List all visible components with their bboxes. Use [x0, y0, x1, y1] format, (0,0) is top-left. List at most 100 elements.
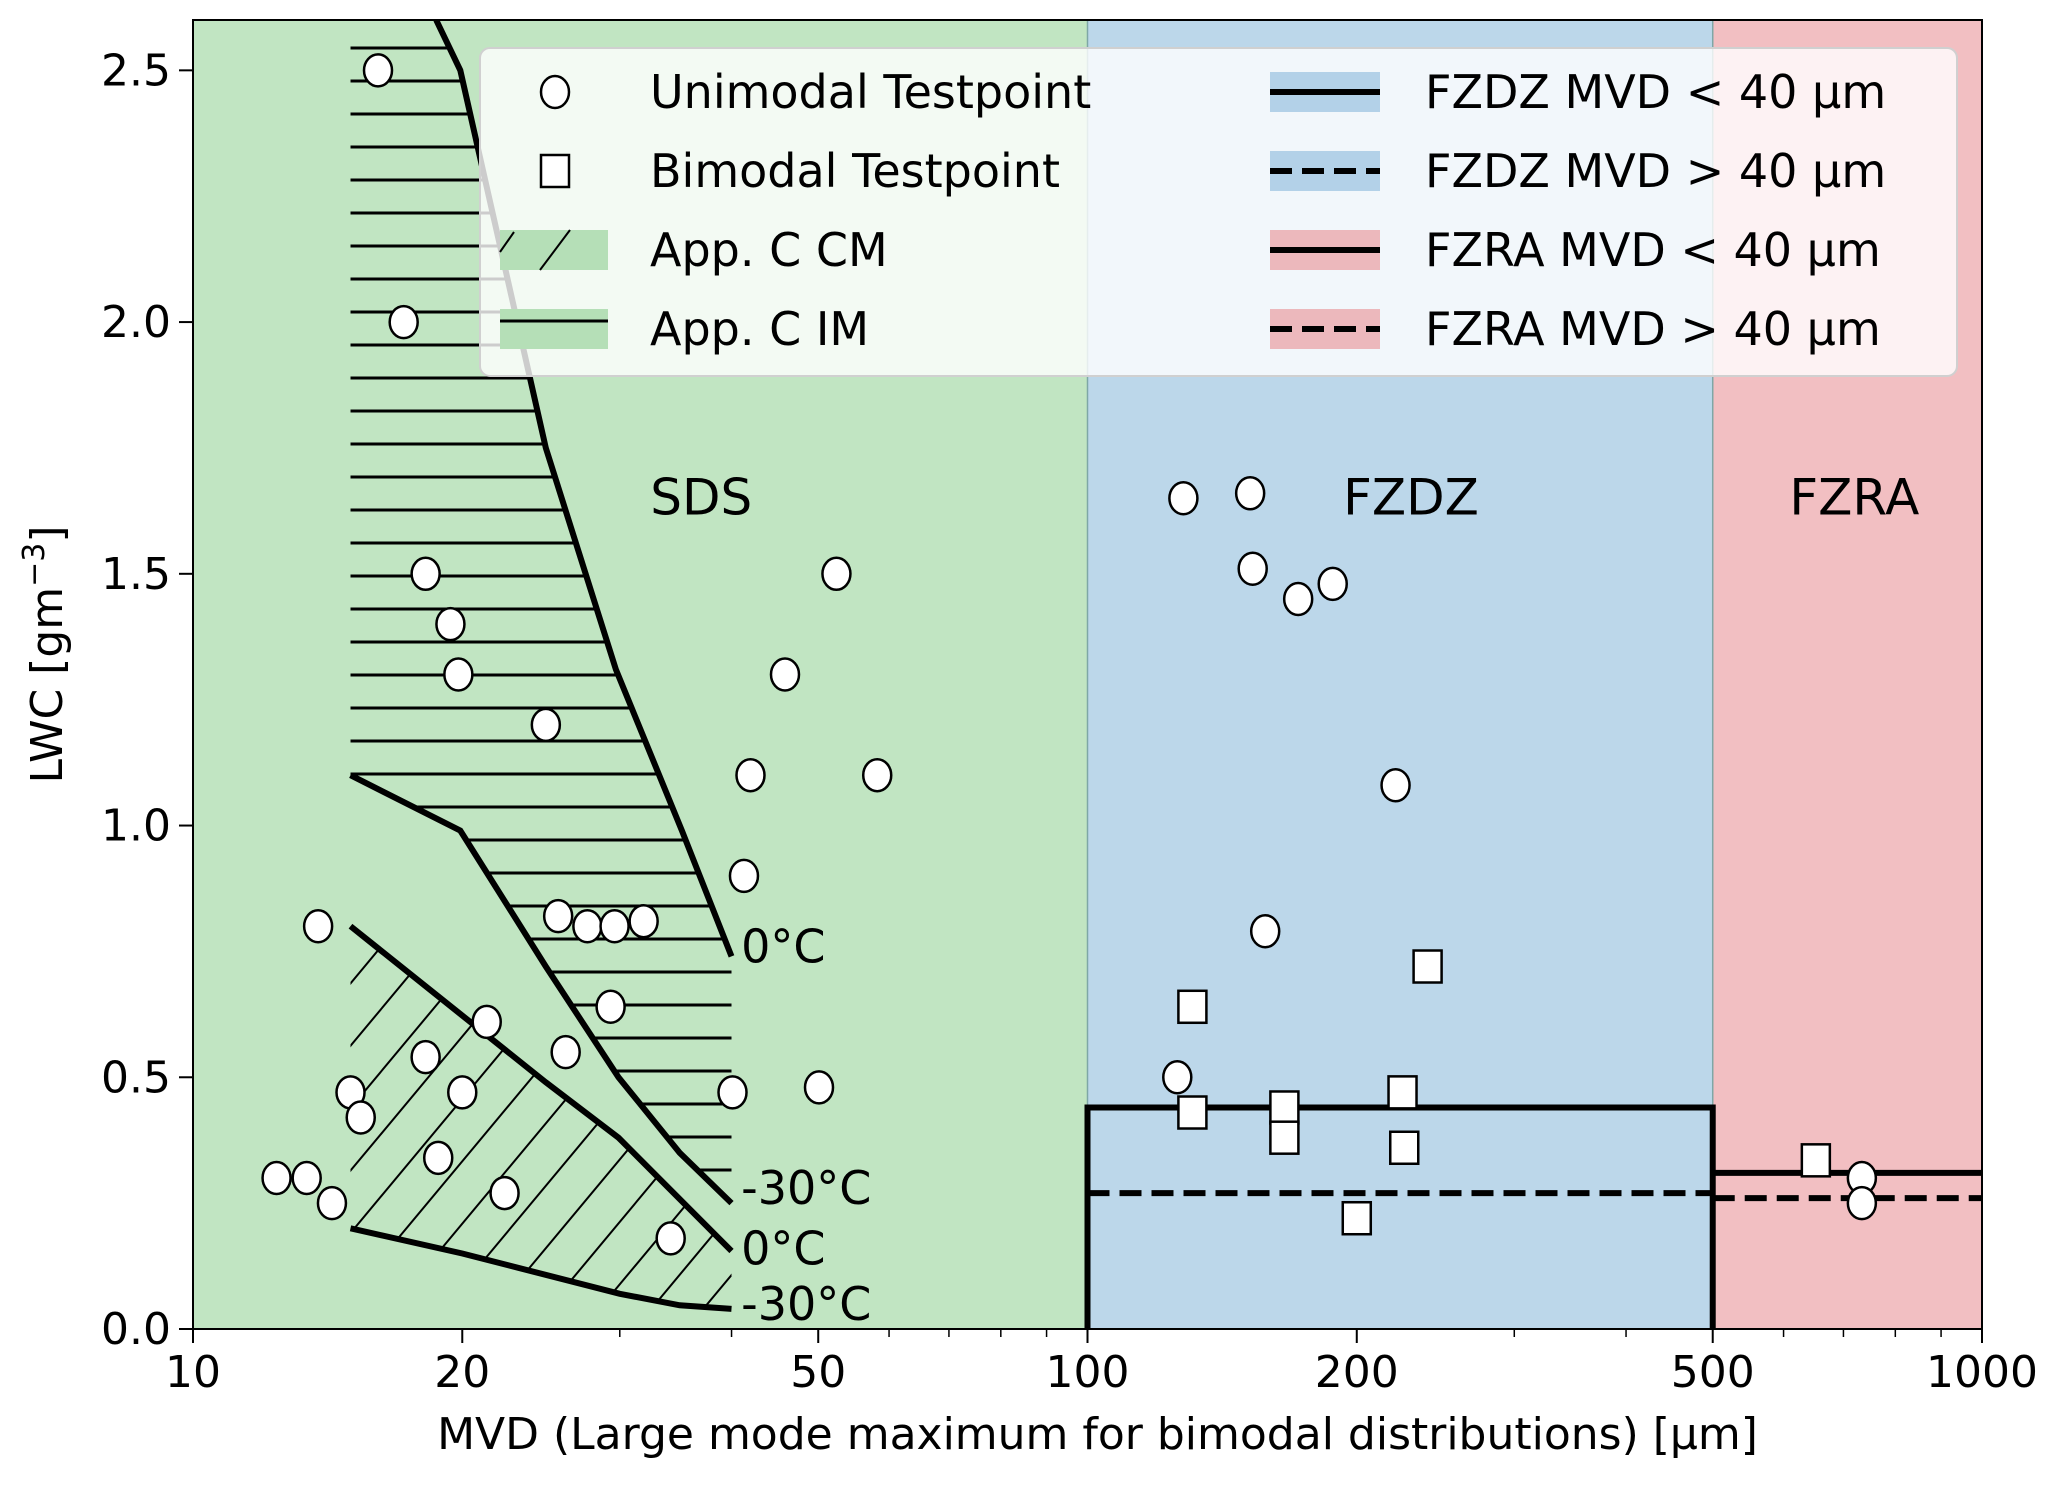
unimodal-point: [471, 1004, 502, 1040]
unimodal-point: [1162, 1060, 1193, 1095]
temperature-annotation: 0°C: [741, 1221, 825, 1275]
unimodal-point: [435, 606, 466, 642]
unimodal-point: [628, 903, 659, 939]
region-label-fzra: FZRA: [1789, 468, 1919, 526]
unimodal-point: [803, 1070, 835, 1105]
y-tick-label: 0.5: [101, 1052, 171, 1103]
hatch-line: [350, 926, 668, 1309]
unimodal-point: [1846, 1185, 1878, 1221]
legend-label: FZRA MVD > 40 µm: [1425, 302, 1881, 356]
legend-hatch-line: [539, 229, 571, 271]
unimodal-point: [861, 757, 893, 793]
unimodal-point: [345, 1100, 376, 1135]
y-tick-label: 1.5: [101, 549, 171, 600]
bimodal-point: [1177, 1095, 1208, 1130]
x-tick-label: 1000: [1926, 1347, 2038, 1398]
legend-label: App. C CM: [650, 223, 888, 277]
legend-square-icon: [539, 153, 571, 189]
unimodal-point: [1317, 566, 1348, 602]
bimodal-point: [1412, 949, 1443, 984]
legend-hatch-line: [499, 231, 515, 253]
axes-layer: 10 20 50 100 200 500 1000 0.0 0.5 1.0 1.5 2.0 2.5: [101, 19, 2038, 1398]
unimodal-point: [261, 1160, 292, 1196]
unimodal-point: [1282, 581, 1314, 617]
hatch-line: [350, 926, 720, 1309]
unimodal-point: [1168, 481, 1199, 516]
bimodal-point: [1387, 1075, 1418, 1110]
unimodal-point: [728, 858, 760, 894]
legend-label: App. C IM: [650, 302, 869, 356]
cm-0c-line: [348, 923, 734, 1254]
bimodal-point: [1800, 1143, 1832, 1178]
unimodal-point: [422, 1140, 454, 1176]
unimodal-point: [769, 657, 801, 692]
region-label-fzdz: FZDZ: [1343, 468, 1479, 526]
legend-label: Unimodal Testpoint: [650, 65, 1091, 119]
y-axis-label-exp: −3: [17, 543, 52, 587]
unimodal-point: [443, 657, 474, 692]
legend-label: FZDZ MVD > 40 µm: [1425, 144, 1886, 198]
y-tick-label: 1.0: [101, 801, 171, 852]
y-axis-label-base: LWC [gm: [22, 587, 73, 784]
unimodal-point: [316, 1185, 348, 1221]
legend-box: [479, 47, 1958, 377]
unimodal-point: [302, 908, 334, 944]
legend-label: Bimodal Testpoint: [650, 144, 1060, 198]
x-tick-label: 100: [1046, 1347, 1130, 1398]
bimodal-point: [1341, 1200, 1373, 1236]
legend-patch-icon: [500, 309, 608, 349]
unimodal-point: [717, 1075, 748, 1110]
legend-label: FZDZ MVD < 40 µm: [1425, 65, 1886, 119]
cm-minus30c-line: [349, 1225, 732, 1312]
unimodal-point: [572, 908, 603, 944]
unimodal-point: [735, 757, 766, 793]
y-axis-label-end: ]: [22, 525, 73, 542]
unimodal-point: [655, 1221, 686, 1256]
unimodal-point: [1380, 768, 1411, 803]
legend: Unimodal Testpoint Bimodal Testpoint App. …: [479, 47, 1958, 377]
unimodal-point: [530, 707, 562, 743]
unimodal-point: [388, 304, 419, 340]
unimodal-point: [542, 898, 574, 934]
unimodal-point: [595, 989, 626, 1025]
unimodal-point: [599, 908, 630, 944]
x-axis-label: MVD (Large mode maximum for bimodal dist…: [437, 1409, 1758, 1460]
unimodal-point: [550, 1034, 581, 1070]
temperature-annotation: -30°C: [741, 1277, 871, 1331]
region-labels-layer: SDS FZDZ FZRA: [650, 468, 1919, 526]
legend-circle-icon: [539, 74, 571, 110]
temperature-annotation: 0°C: [741, 919, 825, 973]
unimodal-point: [447, 1075, 478, 1110]
annotations-layer: 0°C-30°C0°C-30°C: [741, 919, 871, 1330]
unimodal-point: [1249, 914, 1281, 949]
points-layer: [261, 53, 1878, 1256]
legend-label: FZRA MVD < 40 µm: [1425, 223, 1881, 277]
im-0c-line: [433, 20, 735, 958]
x-tick-label: 200: [1315, 1347, 1399, 1398]
y-tick-label: 0.0: [101, 1304, 171, 1355]
x-tick-label: 10: [165, 1347, 221, 1398]
unimodal-point: [821, 556, 852, 592]
hatch-line: [529, 926, 732, 1309]
unimodal-point: [1237, 551, 1268, 587]
unimodal-point: [489, 1175, 520, 1211]
bimodal-point: [1389, 1130, 1420, 1166]
y-tick-label: 2.5: [101, 45, 171, 96]
bimodal-point: [1177, 989, 1208, 1025]
bimodal-point: [1269, 1120, 1300, 1155]
bimodal-point: [1269, 1090, 1300, 1125]
unimodal-point: [410, 556, 441, 592]
hatch-line: [350, 926, 616, 1309]
unimodal-point: [1234, 476, 1266, 511]
x-tick-label: 500: [1671, 1347, 1755, 1398]
region-label-sds: SDS: [650, 468, 752, 526]
x-tick-label: 20: [434, 1347, 490, 1398]
unimodal-point: [291, 1160, 322, 1196]
unimodal-point: [410, 1039, 441, 1075]
im-minus30c-line: [349, 772, 734, 1206]
unimodal-point: [362, 53, 394, 88]
temperature-annotation: -30°C: [741, 1161, 871, 1215]
y-axis-label: LWC [gm−3]: [17, 525, 73, 783]
y-tick-label: 2.0: [101, 297, 171, 348]
